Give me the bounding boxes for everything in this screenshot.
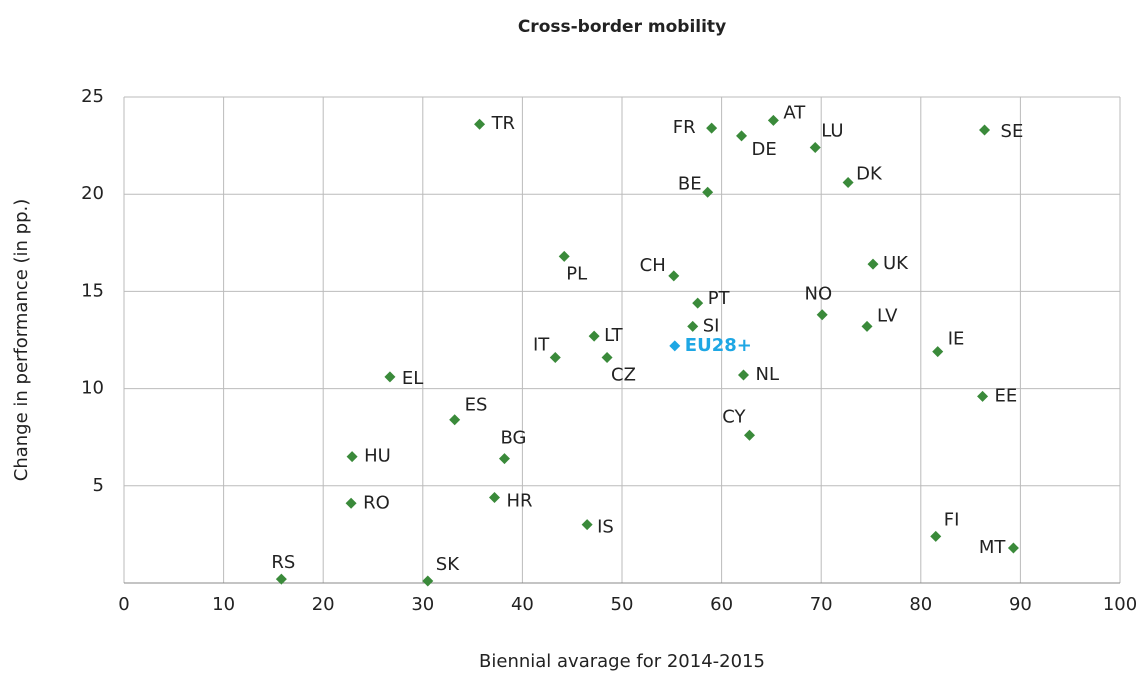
- point-label: PL: [566, 263, 587, 284]
- point: [687, 320, 699, 332]
- point: [422, 575, 434, 587]
- point: [977, 390, 989, 402]
- point: [474, 118, 486, 130]
- x-tick-label: 80: [909, 594, 932, 615]
- x-tick-label: 70: [810, 594, 833, 615]
- point-label: HU: [364, 446, 391, 467]
- point: [1007, 542, 1019, 554]
- x-tick-label: 20: [312, 594, 335, 615]
- point-label: UK: [883, 253, 909, 274]
- x-tick-label: 50: [611, 594, 634, 615]
- point: [275, 573, 287, 585]
- point-label: BE: [678, 173, 702, 194]
- point: [692, 297, 704, 309]
- point: [979, 124, 991, 136]
- point-label: CH: [640, 255, 666, 276]
- point: [669, 340, 681, 352]
- point-label: MT: [979, 537, 1007, 558]
- point-label: EL: [402, 368, 423, 389]
- x-tick-label: 90: [1009, 594, 1032, 615]
- point-label: AT: [783, 102, 806, 123]
- x-axis-label: Biennial avarage for 2014-2015: [479, 651, 765, 672]
- point-label: SK: [436, 554, 460, 575]
- x-tick-label: 30: [411, 594, 434, 615]
- point: [736, 130, 748, 142]
- point-label: DE: [752, 139, 777, 160]
- point: [842, 177, 854, 189]
- y-tick-label: 15: [81, 280, 104, 301]
- point: [601, 351, 613, 363]
- point-label: IE: [948, 329, 965, 350]
- point: [743, 429, 755, 441]
- point: [809, 142, 821, 154]
- x-tick-label: 40: [511, 594, 534, 615]
- point-label: NL: [756, 364, 780, 385]
- point: [384, 371, 396, 383]
- point-label: FI: [944, 509, 960, 530]
- x-tick-label: 10: [212, 594, 235, 615]
- point: [706, 122, 718, 134]
- point-label: CZ: [611, 364, 636, 385]
- point-label: LU: [821, 121, 843, 142]
- point-label: HR: [507, 490, 533, 511]
- point-label: LV: [877, 305, 898, 326]
- point: [867, 258, 879, 270]
- point-label: RO: [363, 492, 390, 513]
- point-label: PT: [708, 288, 731, 309]
- point: [558, 250, 570, 262]
- point: [767, 114, 779, 126]
- point: [930, 530, 942, 542]
- point: [702, 186, 714, 198]
- point-label: EE: [995, 385, 1018, 406]
- point-label: TR: [491, 113, 516, 134]
- point-label: CY: [722, 406, 746, 427]
- point-label: RS: [271, 552, 295, 573]
- point-label: IT: [533, 334, 550, 355]
- point: [668, 270, 680, 282]
- point-label: SI: [703, 315, 720, 336]
- point-label: SE: [1001, 121, 1024, 142]
- x-tick-label: 0: [118, 594, 129, 615]
- point: [588, 330, 600, 342]
- point: [346, 451, 358, 463]
- y-tick-label: 25: [81, 86, 104, 107]
- point-label: NO: [805, 284, 833, 305]
- point-label: ES: [465, 395, 488, 416]
- x-tick-label: 60: [710, 594, 733, 615]
- point: [449, 414, 461, 426]
- point-label: EU28+: [685, 335, 752, 356]
- y-tick-label: 5: [93, 475, 104, 496]
- point: [932, 346, 944, 358]
- point-label: IS: [597, 517, 614, 538]
- point-label: FR: [673, 117, 696, 138]
- point: [738, 369, 750, 381]
- y-axis-label: Change in performance (in pp.): [11, 199, 32, 482]
- y-tick-label: 20: [81, 183, 104, 204]
- point: [345, 497, 357, 509]
- point-label: BG: [500, 428, 526, 449]
- point: [581, 519, 593, 531]
- y-tick-label: 10: [81, 378, 104, 399]
- point: [498, 453, 510, 465]
- point: [549, 351, 561, 363]
- x-tick-label: 100: [1103, 594, 1137, 615]
- point: [861, 320, 873, 332]
- point-label: DK: [856, 164, 883, 185]
- point: [489, 491, 501, 503]
- chart-title: Cross-border mobility: [518, 17, 726, 37]
- point: [816, 309, 828, 321]
- point-label: LT: [604, 325, 624, 346]
